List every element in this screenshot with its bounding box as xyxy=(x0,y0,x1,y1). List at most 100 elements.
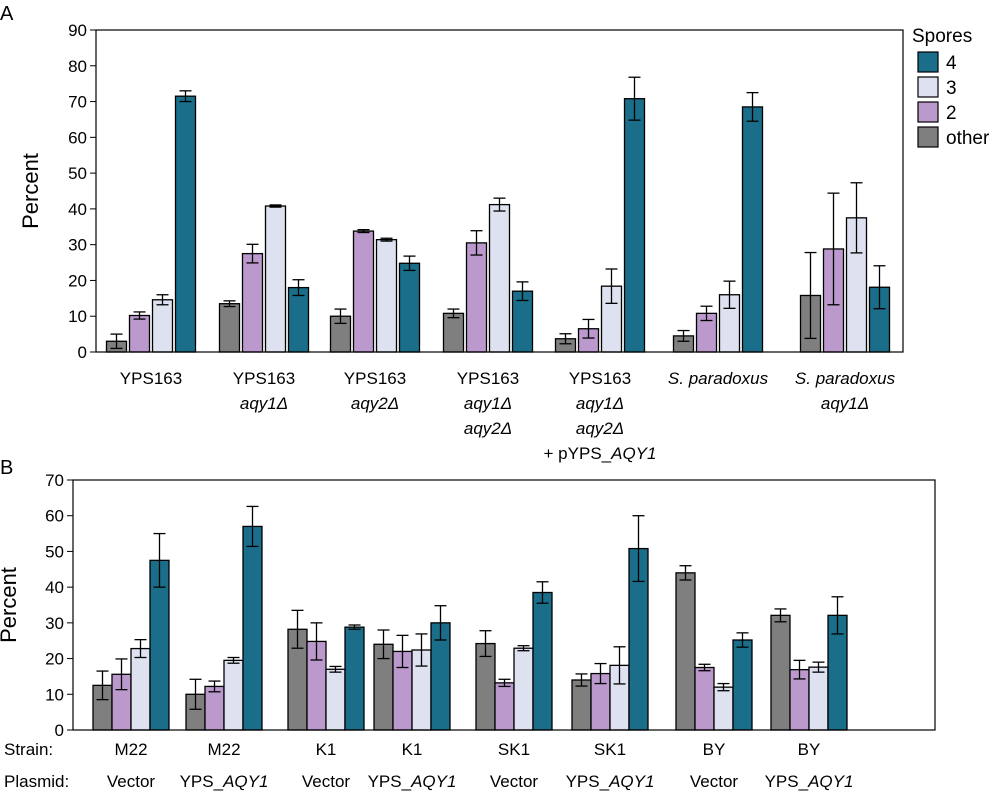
a-x-label-1-line-1: YPS163 xyxy=(120,369,182,388)
panel-b-frame xyxy=(72,479,936,731)
a-error-bar-group-7-2-spores xyxy=(827,192,840,306)
y-tick-label-80: 80 xyxy=(68,57,87,76)
b-error-bar-group-4-2-spores xyxy=(396,634,409,669)
y-tick-label-50: 50 xyxy=(45,542,64,561)
b-strain-label-5: SK1 xyxy=(498,740,530,759)
a-x-label-7-line-2: aqy1Δ xyxy=(821,394,869,413)
a-x-label-4-line-1: YPS163 xyxy=(457,369,519,388)
b-error-bar-group-5-3-spores xyxy=(517,645,530,652)
a-bar-group-2-other xyxy=(218,303,241,353)
b-plasmid-label-4: YPS_AQY1 xyxy=(368,772,457,791)
a-x-label-4-line-2: aqy1Δ xyxy=(464,394,512,413)
b-bar-group-5-4-spores xyxy=(532,591,553,731)
b-bar-group-2-4-spores xyxy=(242,525,263,731)
legend-swatch-other xyxy=(917,126,939,148)
panel-a-y-axis-label: Percent xyxy=(18,153,43,229)
y-tick-label-90: 90 xyxy=(68,21,87,40)
a-bar-group-3-2-spores xyxy=(352,230,375,353)
y-tick-label-70: 70 xyxy=(45,471,64,490)
y-tick-label-0: 0 xyxy=(55,721,64,740)
b-plasmid-label-2: YPS_AQY1 xyxy=(180,772,269,791)
y-tick-label-50: 50 xyxy=(68,164,87,183)
a-error-bar-group-5-other xyxy=(559,333,572,345)
a-bar-group-4-3-spores xyxy=(488,203,511,353)
y-tick-label-20: 20 xyxy=(68,271,87,290)
b-error-bar-group-7-2-spores xyxy=(698,663,711,672)
b-error-bar-group-8-other xyxy=(774,608,787,623)
b-strain-label-6: SK1 xyxy=(594,740,626,759)
a-bar-group-5-4-spores xyxy=(623,98,646,353)
panel-a-frame xyxy=(95,29,904,353)
a-bar-group-1-2-spores xyxy=(128,314,151,353)
a-error-bar-group-3-4-spores xyxy=(403,255,416,272)
plasmid-row-label: Plasmid: xyxy=(4,772,69,791)
a-error-bar-group-7-3-spores xyxy=(850,182,863,254)
b-strain-label-7: BY xyxy=(703,740,726,759)
panel-b-x-labels: M22 Vector M22 YPS_AQY1 K1 Vector K1 YPS_AQY1 SK… xyxy=(107,740,854,791)
a-bar-group-2-3-spores xyxy=(264,205,287,353)
a-x-label-3-line-2: aqy2Δ xyxy=(351,394,399,413)
b-bar-group-8-other xyxy=(770,614,791,731)
b-plasmid-label-1: Vector xyxy=(107,772,156,791)
y-tick-label-20: 20 xyxy=(45,650,64,669)
b-error-bar-group-2-3-spores xyxy=(227,656,240,664)
b-bar-group-7-3-spores xyxy=(713,686,734,731)
legend-swatch-3-spores xyxy=(917,76,939,98)
panel-b-y-axis: 0 10 20 30 40 50 60 70 xyxy=(45,471,73,740)
a-bar-group-2-2-spores xyxy=(241,252,264,353)
a-error-bar-group-1-other xyxy=(110,333,123,350)
a-error-bar-group-5-3-spores xyxy=(605,268,618,304)
panel-b-bars xyxy=(92,505,848,731)
b-error-bar-group-5-2-spores xyxy=(498,678,511,688)
b-strain-label-2: M22 xyxy=(207,740,240,759)
b-error-bar-group-6-other xyxy=(575,673,588,687)
b-bar-group-3-3-spores xyxy=(325,668,346,731)
a-x-label-6-line-1: S. paradoxus xyxy=(668,369,769,388)
b-bar-group-7-4-spores xyxy=(732,639,753,731)
a-bar-group-3-3-spores xyxy=(375,239,398,353)
b-error-bar-group-7-3-spores xyxy=(717,682,730,692)
legend-swatch-4-spores xyxy=(917,51,939,73)
b-plasmid-label-6: YPS_AQY1 xyxy=(566,772,655,791)
y-tick-label-30: 30 xyxy=(45,614,64,633)
a-error-bar-group-5-4-spores xyxy=(628,76,641,121)
b-error-bar-group-5-4-spores xyxy=(536,581,549,604)
a-error-bar-group-5-2-spores xyxy=(582,318,595,339)
a-error-bar-group-6-2-spores xyxy=(700,305,713,322)
a-x-label-5-line-3: aqy2Δ xyxy=(576,419,624,438)
a-error-bar-group-7-other xyxy=(804,251,817,340)
y-tick-label-40: 40 xyxy=(68,200,87,219)
b-error-bar-group-8-3-spores xyxy=(812,661,825,673)
a-x-label-2-line-1: YPS163 xyxy=(233,369,295,388)
legend-label-2-spores: 2 xyxy=(946,103,957,124)
b-bar-group-2-3-spores xyxy=(223,659,244,731)
b-bar-group-7-2-spores xyxy=(694,666,715,731)
legend-label-4-spores: 4 xyxy=(946,53,957,74)
b-strain-label-1: M22 xyxy=(114,740,147,759)
a-x-label-5-line-4: + pYPS_AQY1 xyxy=(544,444,657,463)
b-plasmid-label-3: Vector xyxy=(302,772,351,791)
a-bar-group-1-4-spores xyxy=(174,95,197,353)
panel-a-bars xyxy=(105,76,891,353)
b-plasmid-label-5: Vector xyxy=(490,772,539,791)
legend-label-other: other xyxy=(946,128,990,149)
a-x-label-5-line-1: YPS163 xyxy=(569,369,631,388)
a-error-bar-group-4-4-spores xyxy=(516,281,529,302)
panel-a-letter: A xyxy=(0,3,14,25)
b-error-bar-group-3-2-spores xyxy=(310,622,323,661)
b-plasmid-label-7: Vector xyxy=(690,772,739,791)
panel-b: B 0 10 20 30 40 50 60 70 M22 Vector M22 YPS_AQY1 K1… xyxy=(0,457,936,791)
a-bar-group-4-2-spores xyxy=(465,242,488,353)
a-error-bar-group-2-other xyxy=(223,300,236,308)
legend: Spores 4 3 2 other xyxy=(912,26,990,149)
strain-row-label: Strain: xyxy=(4,740,53,759)
a-error-bar-group-4-2-spores xyxy=(470,230,483,256)
legend-label-3-spores: 3 xyxy=(946,78,957,99)
a-error-bar-group-2-2-spores xyxy=(246,243,259,264)
a-x-label-7-line-1: S. paradoxus xyxy=(795,369,896,388)
b-error-bar-group-6-2-spores xyxy=(594,662,607,685)
y-tick-label-60: 60 xyxy=(45,507,64,526)
b-error-bar-group-1-4-spores xyxy=(153,532,166,588)
